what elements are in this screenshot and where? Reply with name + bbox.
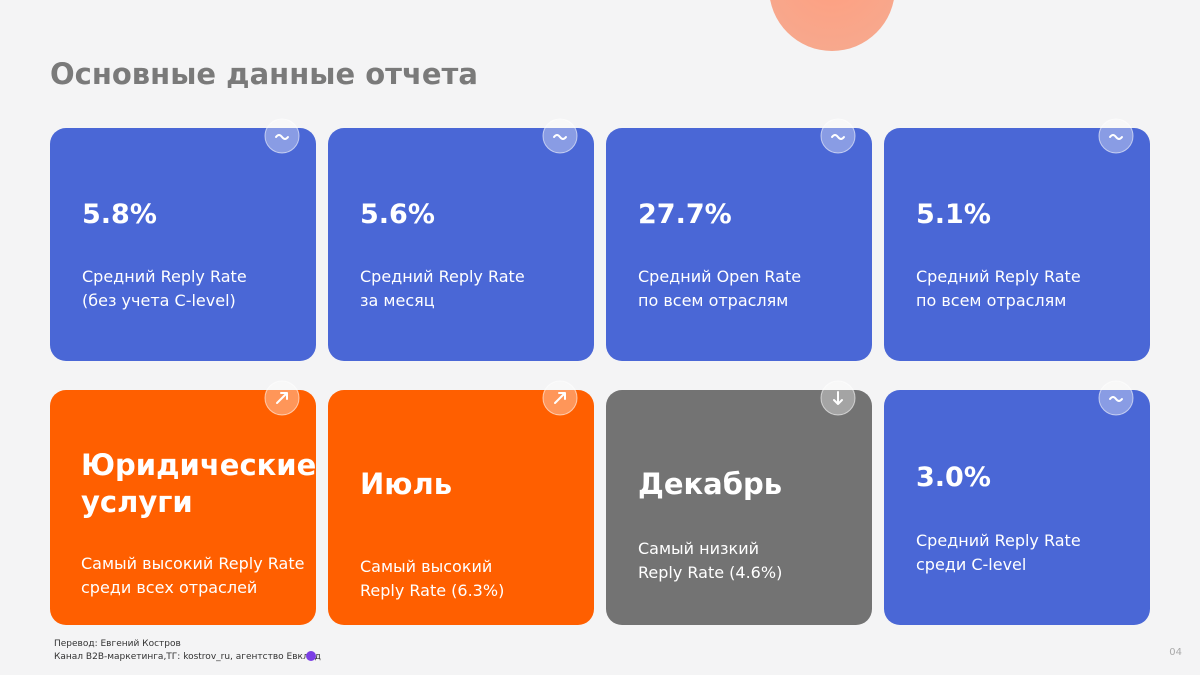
icons: [264, 118, 1134, 416]
card-caption: Средний Reply Rate: [916, 267, 1081, 286]
card-value: 5.1%: [916, 199, 991, 230]
card: 5.1% Средний Reply Rate по всем отраслям: [884, 128, 1150, 361]
card: Юридические услуги Самый высокий Reply R…: [50, 390, 316, 625]
card-caption: (без учета C-level): [82, 291, 236, 310]
footer-line: Перевод: Евгений Костров: [54, 639, 181, 649]
card-caption: среди C-level: [916, 555, 1026, 574]
footer-line: Канал B2B-маркетинга,ТГ: kostrov_ru, аге…: [54, 652, 321, 662]
card-caption: Средний Open Rate: [638, 267, 801, 286]
card-value: 3.0%: [916, 462, 991, 493]
card: 3.0% Средний Reply Rate среди C-level: [884, 390, 1150, 625]
card-value: 5.6%: [360, 199, 435, 230]
card-value: 5.8%: [82, 199, 157, 230]
card-caption: Средний Reply Rate: [82, 267, 247, 286]
card-caption: среди всех отраслей: [81, 578, 257, 597]
card-value: Декабрь: [638, 467, 782, 501]
card-caption: Reply Rate (4.6%): [638, 563, 782, 582]
card-caption: Средний Reply Rate: [916, 531, 1081, 550]
card-caption: Самый высокий: [360, 557, 492, 576]
card: Июль Самый высокий Reply Rate (6.3%): [328, 390, 594, 625]
card-caption: Средний Reply Rate: [360, 267, 525, 286]
title: Основные данные отчета: [50, 57, 478, 91]
page-number: 04: [1169, 647, 1182, 658]
card-value: Юридические: [81, 448, 316, 482]
card: 27.7% Средний Open Rate по всем отраслям: [606, 128, 872, 361]
card-caption: за месяц: [360, 291, 435, 310]
card: 5.6% Средний Reply Rate за месяц: [328, 128, 594, 361]
card-caption: Reply Rate (6.3%): [360, 581, 504, 600]
card-caption: Самый высокий Reply Rate: [81, 554, 304, 573]
card-caption: Самый низкий: [638, 539, 759, 558]
decor-circle: [770, 0, 894, 51]
card-caption: по всем отраслям: [638, 291, 788, 310]
card-caption: по всем отраслям: [916, 291, 1066, 310]
card-value: 27.7%: [638, 199, 732, 230]
card-value: Июль: [360, 467, 452, 501]
agency-badge: [306, 651, 316, 661]
card-value: услуги: [81, 485, 193, 519]
card: Декабрь Самый низкий Reply Rate (4.6%): [606, 390, 872, 625]
card: 5.8% Средний Reply Rate (без учета C-lev…: [50, 128, 316, 361]
